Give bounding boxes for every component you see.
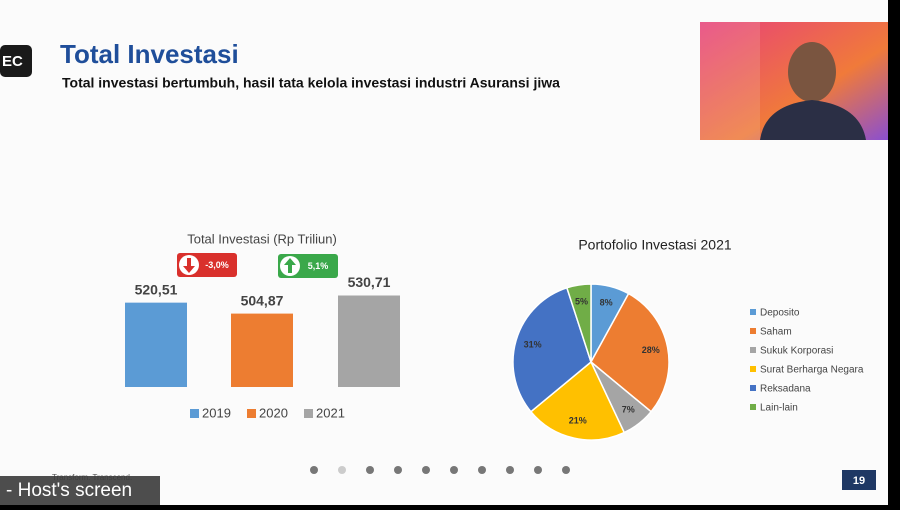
- legend-label: Saham: [760, 327, 792, 338]
- pie-label: 7%: [622, 404, 635, 414]
- legend-swatch: [247, 409, 256, 418]
- pie-slice: [529, 360, 626, 441]
- legend-label: Sukuk Korporasi: [760, 346, 833, 357]
- slide-subtitle: Total investasi bertumbuh, hasil tata ke…: [62, 75, 560, 91]
- bar: [338, 295, 400, 387]
- change-arrow: [183, 258, 195, 273]
- bar: [125, 302, 187, 387]
- pagination: [310, 466, 570, 474]
- legend-swatch: [190, 409, 199, 418]
- value-label: 530,71: [348, 274, 391, 290]
- pie-chart-title: Portofolio Investasi 2021: [578, 237, 732, 253]
- badge: EC: [2, 53, 23, 70]
- legend-label: 2020: [259, 405, 288, 420]
- slide-title: Total Investasi: [60, 39, 239, 69]
- bar-chart-title: Total Investasi (Rp Triliun): [187, 231, 337, 246]
- webcam: [700, 22, 888, 140]
- pie-slice: [590, 292, 670, 413]
- legend-label: 2021: [316, 405, 345, 420]
- pie-slice: [512, 286, 592, 413]
- value-label: 520,51: [135, 281, 178, 297]
- legend-swatch: [304, 409, 313, 418]
- change-label: -3,0%: [205, 260, 229, 270]
- bar-chart: Total Investasi (Rp Triliun) 520,51 2019 50…: [125, 231, 400, 420]
- legend-swatch: [750, 385, 756, 391]
- page-number: 19: [853, 475, 865, 487]
- pie-slice: [565, 283, 592, 363]
- legend-swatch: [750, 366, 756, 372]
- pie-label: 21%: [569, 416, 587, 426]
- pie-label: 8%: [600, 297, 613, 307]
- badge-box: [0, 45, 32, 77]
- legend-label: 2019: [202, 405, 231, 420]
- legend-label: Surat Berharga Negara: [760, 365, 864, 376]
- change-label: 5,1%: [308, 261, 329, 271]
- value-label: 504,87: [241, 292, 284, 308]
- change-arrow: [284, 258, 296, 273]
- bar: [231, 313, 293, 387]
- legend-label: Lain-lain: [760, 403, 798, 414]
- legend-swatch: [750, 309, 756, 315]
- legend-label: Deposito: [760, 308, 800, 319]
- legend-swatch: [750, 328, 756, 334]
- legend-swatch: [750, 347, 756, 353]
- pie-chart: Portofolio Investasi 2021 8% Deposito 28% Sa…: [512, 237, 864, 441]
- host-label-box: [0, 476, 160, 505]
- host-label: - Host's screen: [6, 480, 132, 501]
- legend-swatch: [750, 404, 756, 410]
- pie-label: 5%: [575, 296, 588, 306]
- page-number-box: [842, 470, 876, 490]
- legend-label: Reksadana: [760, 384, 811, 395]
- pie-label: 31%: [524, 339, 542, 349]
- pie-label: 28%: [642, 345, 660, 355]
